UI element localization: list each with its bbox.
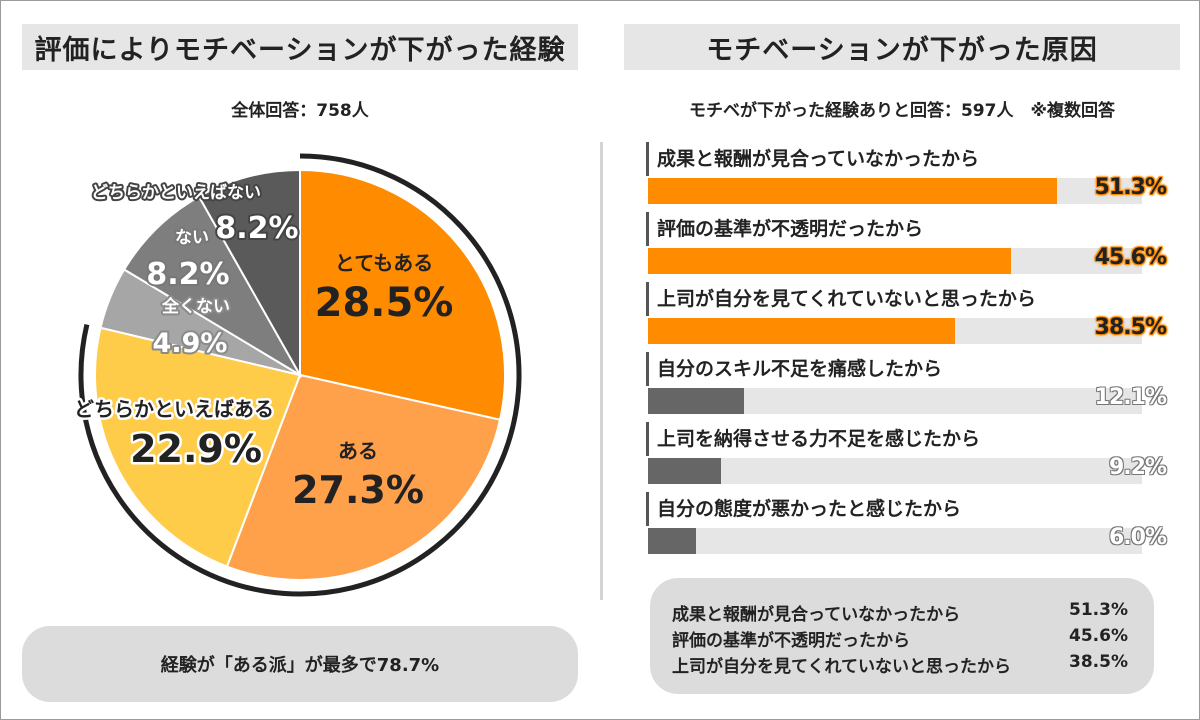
summary-value: 51.3% xyxy=(1069,600,1128,620)
right-title: モチベーションが下がった原因 xyxy=(624,24,1180,70)
bar-value-label: 45.6% xyxy=(1094,245,1167,270)
bar-row: 上司を納得させる力不足を感じたから 9.2% xyxy=(646,422,1167,486)
bar xyxy=(648,528,696,554)
bar-track xyxy=(648,458,1142,484)
summary-value: 45.6% xyxy=(1069,626,1128,646)
slice-percent: 8.2% xyxy=(215,211,298,246)
pie-slice xyxy=(197,168,301,379)
bar xyxy=(648,178,1057,204)
slice-percent: 4.9% xyxy=(153,328,228,359)
bar-label: 上司が自分を見てくれていないと思ったから xyxy=(646,282,1036,316)
summary-value: 38.5% xyxy=(1069,652,1128,672)
bar-track xyxy=(648,318,1142,344)
slice-label: どちらかといえばない xyxy=(91,183,261,203)
right-subtitle: モチベが下がった経験ありと回答：597人 ※複数回答 xyxy=(688,101,1115,121)
summary-label: 評価の基準が不透明だったから xyxy=(672,631,910,651)
slice-percent: 8.2% xyxy=(146,257,229,292)
pie-slice xyxy=(299,168,506,421)
slice-percent: 27.3% xyxy=(292,468,424,512)
bar-label: 自分の態度が悪かったと感じたから xyxy=(646,492,961,526)
bar-track xyxy=(648,388,1142,414)
bar-value-label: 51.3% xyxy=(1094,175,1167,200)
left-subtitle: 全体回答：758人 xyxy=(231,101,369,121)
bar xyxy=(648,388,745,414)
slice-percent: 28.5% xyxy=(315,280,454,326)
slice-label: ある xyxy=(338,439,378,463)
bar-value-label: 9.2% xyxy=(1108,455,1167,480)
summary-row: 評価の基準が不透明だったから 45.6% xyxy=(672,626,1128,651)
summary-label: 成果と報酬が見合っていなかったから xyxy=(672,605,961,625)
bar-label: 評価の基準が不透明だったから xyxy=(646,212,923,246)
bar xyxy=(648,458,722,484)
slice-percent: 22.9% xyxy=(130,427,262,471)
bar-value-label: 38.5% xyxy=(1094,315,1167,340)
summary-row: 上司が自分を見てくれていないと思ったから 38.5% xyxy=(672,652,1128,677)
aru-group-arc xyxy=(78,153,522,597)
bar-track xyxy=(648,248,1142,274)
bar-track xyxy=(648,178,1142,204)
bar-label: 成果と報酬が見合っていなかったから xyxy=(646,142,979,176)
panel-divider xyxy=(600,142,603,600)
bar-value-label: 12.1% xyxy=(1094,385,1167,410)
slice-label: 全くない xyxy=(161,296,230,317)
bar-track xyxy=(648,528,1142,554)
bar-row: 自分のスキル不足を痛感したから 12.1% xyxy=(646,352,1167,416)
bar-row: 評価の基準が不透明だったから 45.6% xyxy=(646,212,1167,276)
slice-label: とてもある xyxy=(335,251,433,275)
bar-label: 自分のスキル不足を痛感したから xyxy=(646,352,942,386)
left-title: 評価によりモチベーションが下がった経験 xyxy=(22,24,578,70)
pie-slice xyxy=(94,326,302,568)
left-summary-pill: 経験が「ある派」が最多で78.7% xyxy=(22,626,578,702)
left-summary-text: 経験が「ある派」が最多で78.7% xyxy=(160,655,440,676)
slice-label: どちらかといえばある xyxy=(74,397,274,421)
bar xyxy=(648,318,955,344)
pie-slice xyxy=(225,373,502,581)
bar-row: 成果と報酬が見合っていなかったから 51.3% xyxy=(646,142,1167,206)
pie-chart: とてもある 28.5% ある 27.3% どちらかといえばある 22.9% 全くない 4.9%… xyxy=(72,153,522,597)
bar xyxy=(648,248,1012,274)
bar-row: 自分の態度が悪かったと感じたから 6.0% xyxy=(646,492,1167,556)
slice-label: ない xyxy=(175,228,209,248)
summary-row: 成果と報酬が見合っていなかったから 51.3% xyxy=(672,600,1128,625)
bar-label: 上司を納得させる力不足を感じたから xyxy=(646,422,980,456)
bar-value-label: 6.0% xyxy=(1108,525,1167,550)
right-summary-pill: 成果と報酬が見合っていなかったから 51.3% 評価の基準が不透明だったから 4… xyxy=(650,578,1154,694)
pie-slice xyxy=(122,195,303,378)
bar-row: 上司が自分を見てくれていないと思ったから 38.5% xyxy=(646,282,1167,346)
summary-label: 上司が自分を見てくれていないと思ったから xyxy=(672,657,1011,677)
